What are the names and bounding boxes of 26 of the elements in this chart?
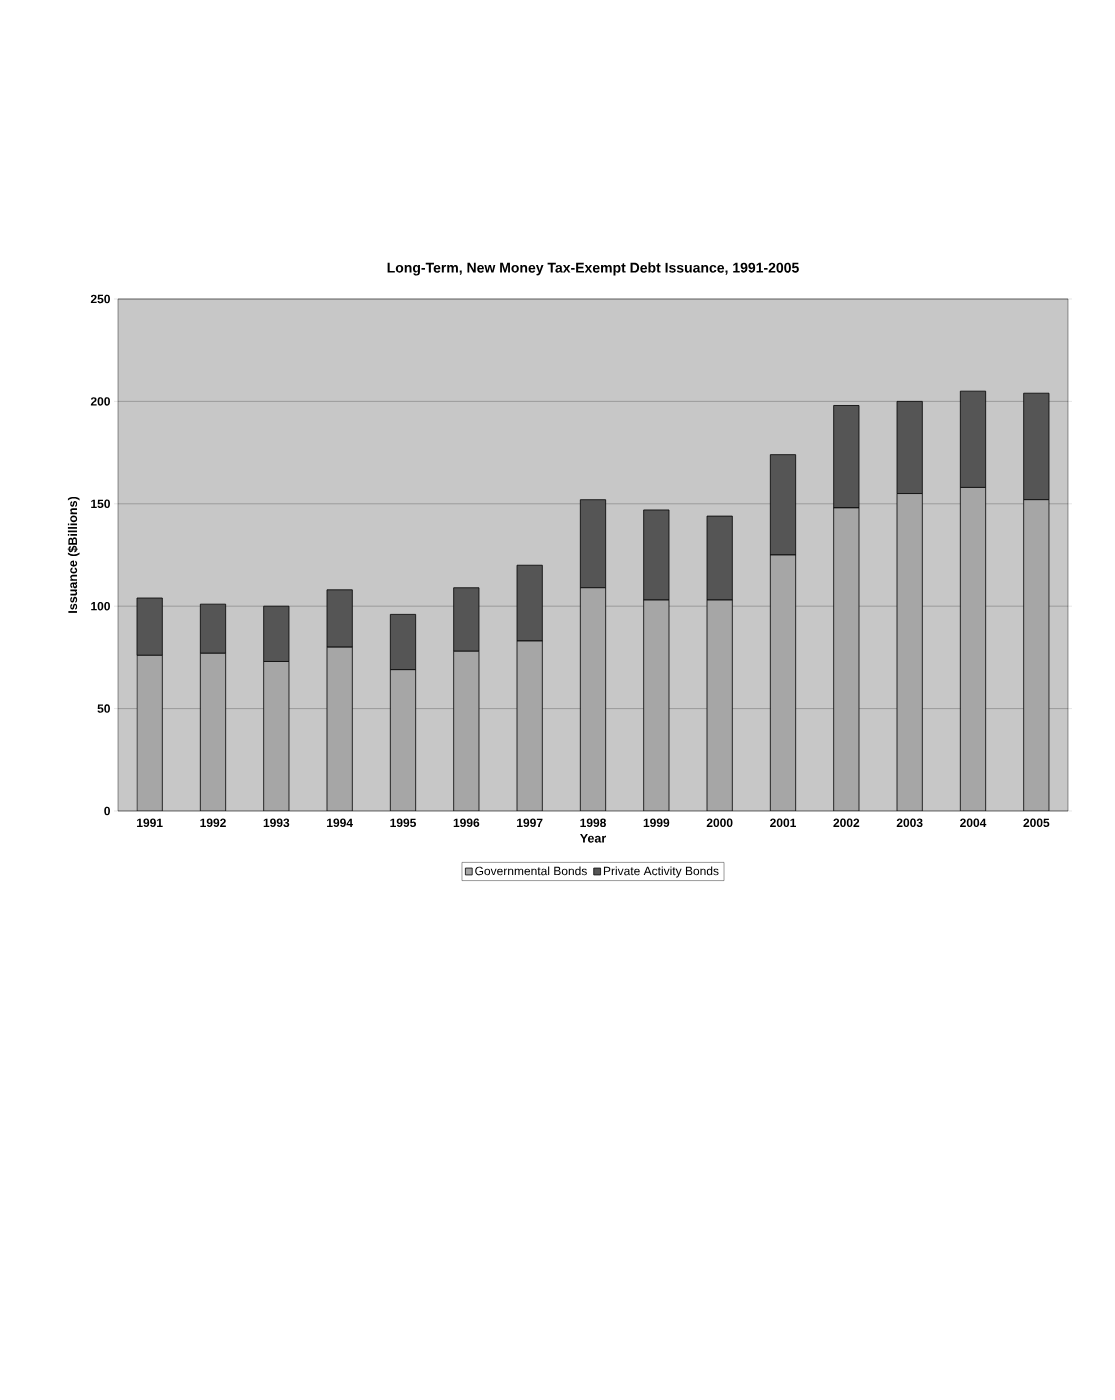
y-tick-label: 150 [91, 499, 110, 509]
x-tick-label: 2004 [960, 818, 987, 828]
x-tick-label: 1993 [263, 818, 290, 828]
x-tick-label: 1994 [327, 818, 353, 828]
y-tick-label: 100 [91, 601, 110, 611]
y-tick-label: 0 [104, 806, 110, 816]
y-tick-label: 250 [90, 294, 110, 304]
x-tick-label: 1992 [200, 818, 226, 828]
x-tick-label: 1999 [643, 818, 670, 828]
x-tick-label: 1996 [453, 818, 480, 828]
y-axis-title: Issuance ($Billions) [67, 496, 80, 613]
x-tick-label: 1991 [137, 818, 163, 828]
x-tick-label: 2005 [1023, 818, 1050, 828]
y-tick-label: 50 [97, 704, 110, 713]
y-tick-label: 200 [90, 397, 110, 406]
legend-label: Private Activity Bonds [603, 866, 719, 878]
x-tick-label: 2001 [770, 818, 797, 828]
legend-label: Governmental Bonds [475, 866, 587, 876]
x-tick-label: 1995 [390, 818, 416, 828]
x-tick-label: 2000 [706, 818, 733, 828]
x-tick-label: 1998 [580, 818, 606, 828]
x-tick-label: 1997 [517, 818, 543, 828]
x-tick-label: 2003 [896, 818, 923, 828]
x-tick-label: 2002 [833, 818, 860, 828]
x-axis-title: Year [580, 833, 607, 843]
chart-title: Long-Term, New Money Tax-Exempt Debt Issuance, 1991-2005 [387, 262, 799, 276]
